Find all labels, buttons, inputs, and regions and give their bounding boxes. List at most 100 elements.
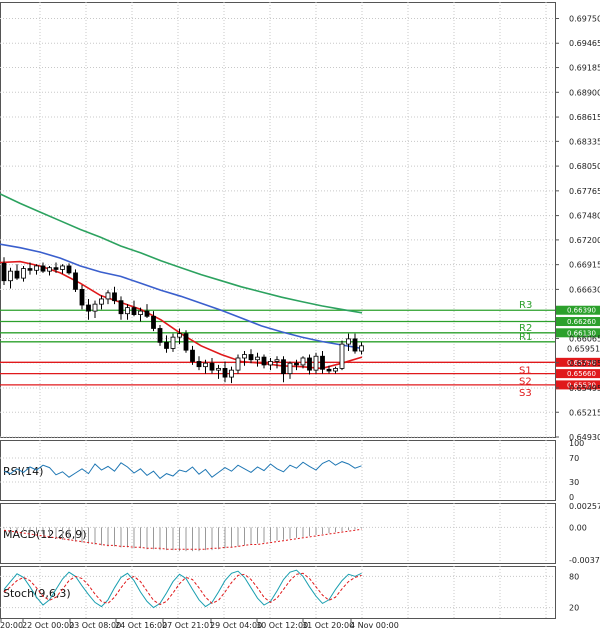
price-box-text: 0.66260 (567, 318, 596, 326)
price-box-text: 0.66130 (567, 329, 596, 337)
time-tick-label: 4 Nov 00:00 (350, 621, 399, 630)
candle-body (190, 349, 195, 362)
candle-body (359, 345, 364, 352)
price-box: 0.66130 (556, 328, 600, 338)
candle-body (203, 362, 208, 368)
candle-body (144, 310, 150, 317)
macd-tick-label: 0.002571 (569, 502, 600, 511)
candle-body (183, 333, 189, 351)
candle (144, 304, 150, 319)
price-tick-label: 0.68050 (569, 162, 600, 171)
price-box: 0.66260 (556, 317, 600, 327)
candle (352, 333, 358, 354)
candle-body (313, 355, 319, 371)
price-tick-label: 0.68900 (569, 88, 600, 97)
candle-body (235, 357, 241, 371)
stoch-tick-label: 80 (569, 572, 579, 581)
time-tick-label: 24 Oct 16:00 (115, 621, 167, 630)
price-tick-label: 0.66915 (569, 261, 600, 270)
candle-body (326, 368, 332, 372)
candle (99, 295, 104, 310)
candle (216, 364, 221, 379)
candle-body (60, 265, 65, 270)
price-tick-label: 0.69750 (569, 14, 600, 23)
candle (294, 359, 299, 371)
candle-body (352, 338, 358, 352)
macd-title: MACD(12,26,9) (3, 528, 87, 541)
candle-body (229, 369, 234, 378)
candle (268, 357, 273, 371)
candle-body (209, 362, 215, 371)
price-axis: 0.69750 0.69465 0.69185 0.68900 0.68615 0.683… (555, 14, 600, 442)
candle-body (21, 268, 26, 279)
candle-body (222, 368, 228, 378)
candle-body (170, 336, 176, 349)
candle-body (216, 368, 221, 371)
macd-tick-label: -0.003751 (569, 556, 600, 565)
price-tick-label: 0.69185 (569, 64, 600, 73)
candle (14, 264, 20, 280)
candle-body (177, 333, 182, 338)
rsi-line (3, 459, 362, 480)
time-tick-label: 29 Oct 04:00 (210, 621, 262, 630)
candle-body (47, 267, 52, 272)
candle (359, 342, 364, 355)
rsi-tick-label: 30 (569, 478, 579, 487)
candle (203, 359, 208, 374)
candle (339, 340, 345, 371)
candle (307, 354, 312, 375)
candle (8, 267, 13, 289)
candle-body (92, 303, 98, 312)
candle-body (125, 307, 130, 315)
candle (125, 304, 130, 320)
price-tick-label: 0.69465 (569, 39, 600, 48)
candle (170, 333, 176, 352)
rsi-tick-label: 100 (569, 439, 584, 448)
ma-line (0, 243, 363, 350)
candle (138, 307, 143, 322)
time-tick-label: 20:00 (0, 621, 23, 630)
candle-body (66, 265, 72, 274)
candle (40, 262, 46, 273)
rsi-tick-label: 0 (569, 493, 574, 502)
pivot-label-s1: S1 (519, 365, 532, 376)
candle (105, 290, 111, 305)
candle (66, 263, 72, 275)
ma-line (0, 260, 363, 370)
price-box-text: 0.65790 (567, 359, 596, 367)
candle (209, 357, 215, 374)
stoch-title: Stoch(9,6,3) (3, 587, 71, 600)
candle-body (27, 268, 33, 271)
price-tick-label: 0.66630 (569, 285, 600, 294)
ma-line (0, 193, 363, 314)
price-tick-label: 0.68615 (569, 113, 600, 122)
pivot-label-s3: S3 (519, 388, 532, 399)
price-box: 0.65530 (556, 380, 600, 390)
candle (222, 361, 228, 383)
pivot-label-r1: R1 (519, 332, 532, 343)
price-box-bg (556, 328, 600, 338)
price-tick-label: 0.67480 (569, 212, 600, 221)
candle-body (248, 354, 254, 361)
candle (86, 298, 91, 320)
candle (177, 328, 182, 345)
candle (300, 356, 306, 369)
time-tick-label: 23 Oct 08:00 (69, 621, 121, 630)
candle (320, 351, 325, 374)
time-tick-label: 31 Oct 20:00 (302, 621, 354, 630)
candle (287, 361, 293, 379)
macd-signal-line (3, 528, 362, 550)
candle-body (40, 265, 46, 272)
candle-body (79, 288, 85, 306)
candle (47, 265, 52, 276)
price-tick-label: 0.64930 (569, 433, 600, 442)
candle (190, 345, 195, 365)
candle-body (274, 359, 280, 362)
candle (235, 354, 241, 374)
candle (79, 285, 85, 310)
price-box: 0.65660 (556, 369, 600, 379)
candle (73, 269, 78, 292)
candle-body (73, 272, 78, 290)
candle-body (112, 292, 117, 302)
